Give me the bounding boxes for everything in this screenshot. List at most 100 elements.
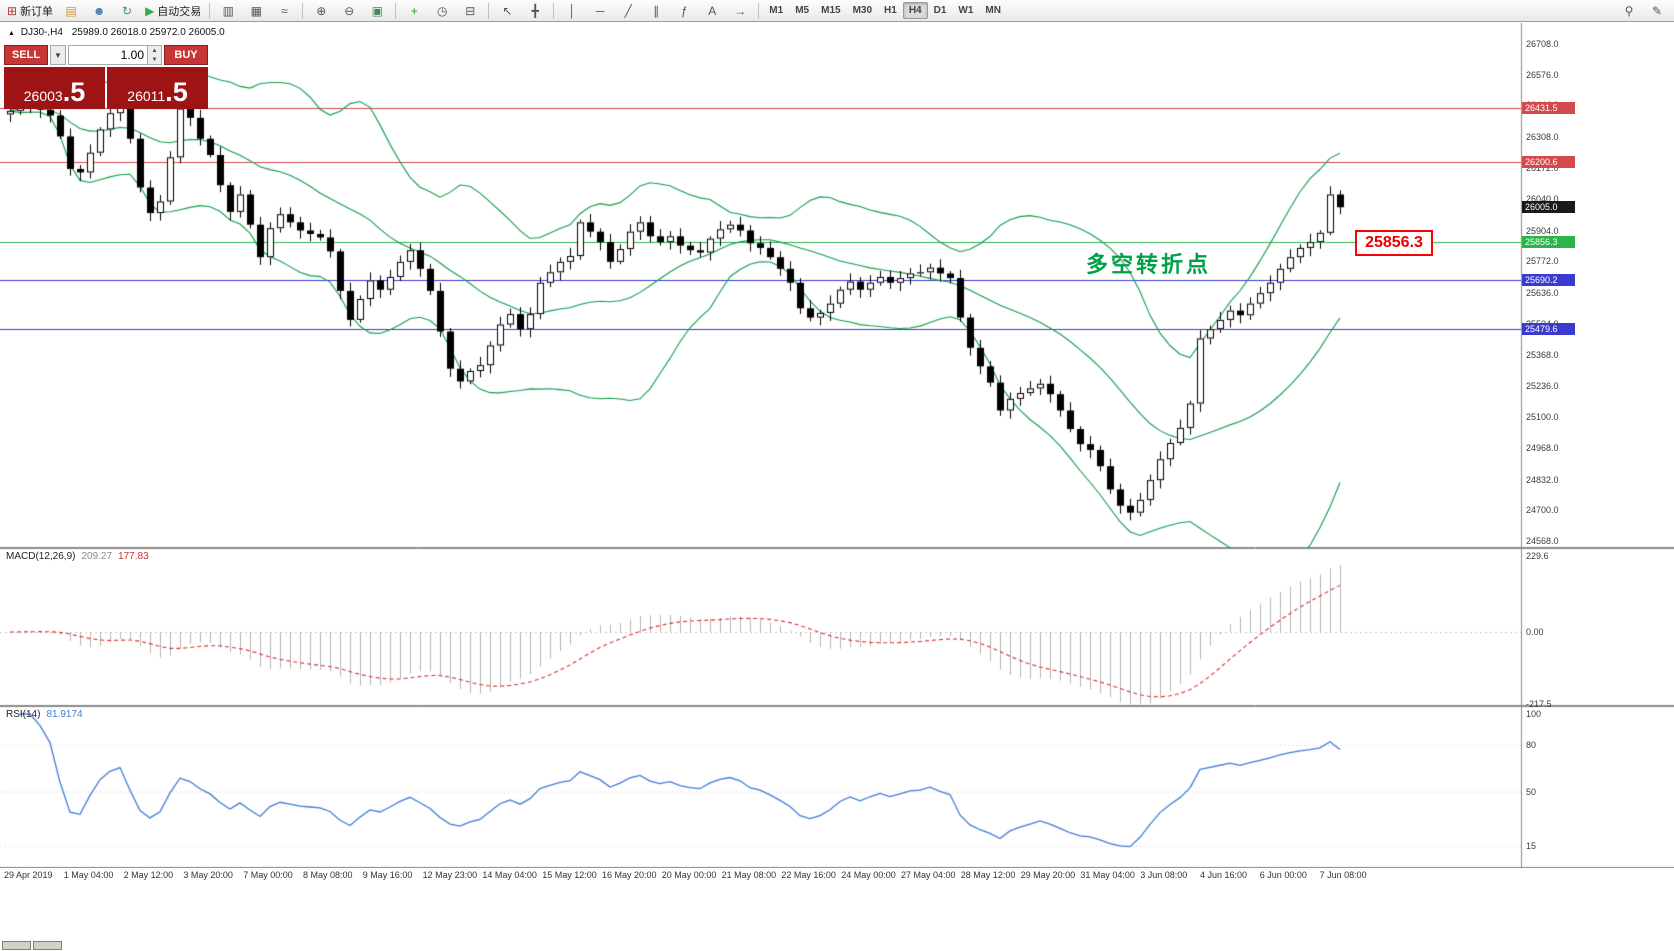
search-icon[interactable]: ⚲ — [1615, 1, 1643, 21]
main-chart-canvas[interactable] — [0, 23, 1674, 548]
time-label: 3 May 20:00 — [183, 870, 233, 880]
pencil-icon[interactable]: ✎ — [1643, 1, 1671, 21]
volume-down-button[interactable]: ▼ — [148, 55, 161, 64]
buy-price[interactable]: 26011.5 — [107, 67, 208, 109]
time-label: 20 May 00:00 — [661, 870, 717, 880]
indicators-button[interactable]: + — [400, 1, 428, 21]
channel-icon: ∥ — [653, 3, 660, 18]
channel-button[interactable]: ∥ — [642, 1, 670, 21]
sell-button[interactable]: SELL — [4, 45, 48, 65]
autotrading-button[interactable]: ▶ 自动交易 — [141, 1, 205, 21]
rsi-canvas[interactable] — [0, 706, 1674, 868]
timeframe-d1[interactable]: D1 — [933, 5, 947, 16]
bar-chart-icon: ▥ — [222, 3, 234, 18]
line-chart-icon: ≈ — [281, 3, 288, 18]
volume-up-button[interactable]: ▲ — [148, 46, 161, 55]
text-button[interactable]: A — [698, 1, 726, 21]
new-order-icon: ⊞ — [7, 3, 18, 18]
fibonacci-button[interactable]: ƒ — [670, 1, 698, 21]
zoom-out-button[interactable]: ⊖ — [335, 1, 363, 21]
chart-window: ▲ DJ30-,H4 25989.0 26018.0 25972.0 26005… — [0, 23, 1674, 951]
trendline-icon: ╱ — [624, 3, 632, 18]
arrows-button[interactable]: → — [726, 1, 754, 21]
toolbar: ⊞ 新订单 ▤ ☻ ↻ ▶ 自动交易 ▥ ▦ ≈ ⊕ ⊖ ▣ + ◷ ⊟ ↖ ╋ │ ─ ╱ ∥ ƒ A → M1 M5 M15 M30… — [0, 0, 1674, 22]
toolbar-separator — [209, 2, 211, 19]
sell-price[interactable]: 26003.5 — [4, 67, 105, 109]
window-tab[interactable] — [2, 941, 31, 950]
text-icon: A — [708, 3, 717, 18]
time-label: 2 May 12:00 — [123, 870, 174, 880]
search-icon: ⚲ — [1624, 3, 1634, 18]
time-label: 27 May 04:00 — [901, 870, 956, 880]
horizontal-line-button[interactable]: ─ — [586, 1, 614, 21]
timeframe-mn[interactable]: MN — [985, 5, 1001, 16]
timeframe-m30[interactable]: M30 — [852, 5, 873, 16]
zoom-in-button[interactable]: ⊕ — [307, 1, 335, 21]
pencil-icon: ✎ — [1651, 3, 1663, 18]
time-axis[interactable]: 29 Apr 2019 1 May 04:00 2 May 12:00 3 May 2… — [0, 868, 1520, 886]
templates-icon: ⊟ — [465, 3, 476, 18]
toolbar-right-group: ⚲ ✎ — [1615, 1, 1671, 21]
candlestick-chart-button[interactable]: ▦ — [242, 1, 270, 21]
zoom-out-icon: ⊖ — [344, 3, 355, 18]
crosshair-button[interactable]: ╋ — [521, 1, 549, 21]
refresh-icon: ↻ — [122, 3, 133, 18]
toolbar-separator — [553, 2, 555, 19]
volume-spinner: ▲ ▼ — [147, 46, 161, 64]
timeframe-m1[interactable]: M1 — [769, 5, 784, 16]
autotrading-icon: ▶ — [145, 3, 155, 18]
volume-dropdown-button[interactable]: ▼ — [50, 45, 66, 65]
time-label: 31 May 04:00 — [1080, 870, 1135, 880]
new-order-button-label: 新订单 — [20, 5, 54, 18]
time-label: 15 May 12:00 — [542, 870, 597, 880]
time-label: 1 May 04:00 — [63, 870, 114, 880]
tile-windows-button[interactable]: ▣ — [363, 1, 391, 21]
toolbar-separator — [395, 2, 397, 19]
volume-input[interactable] — [69, 46, 147, 64]
tile-windows-icon: ▣ — [371, 3, 383, 18]
time-label: 22 May 16:00 — [781, 870, 836, 880]
time-label: 16 May 20:00 — [602, 870, 657, 880]
window-tab[interactable] — [33, 941, 62, 950]
time-label: 6 Jun 00:00 — [1259, 870, 1307, 880]
volume-field: ▲ ▼ — [68, 45, 162, 65]
timeframe-m15[interactable]: M15 — [821, 5, 841, 16]
sell-price-frac: .5 — [62, 77, 86, 107]
line-chart-button[interactable]: ≈ — [270, 1, 298, 21]
time-label: 24 May 00:00 — [841, 870, 896, 880]
time-label: 7 May 00:00 — [243, 870, 293, 880]
indicators-icon: + — [410, 3, 418, 18]
cursor-button[interactable]: ↖ — [493, 1, 521, 21]
sell-price-main: 26003 — [23, 87, 63, 104]
chart-window-icon[interactable]: ▤ — [57, 1, 85, 21]
toolbar-separator — [302, 2, 304, 19]
periods-button[interactable]: ◷ — [428, 1, 456, 21]
timeframe-h1[interactable]: H1 — [884, 5, 897, 16]
fibonacci-icon: ƒ — [680, 3, 688, 18]
templates-button[interactable]: ⊟ — [456, 1, 484, 21]
toolbar-separator — [488, 2, 490, 19]
refresh-icon[interactable]: ↻ — [113, 1, 141, 21]
new-order-button[interactable]: ⊞ 新订单 — [3, 1, 57, 21]
bar-chart-button[interactable]: ▥ — [214, 1, 242, 21]
vertical-line-icon: │ — [568, 3, 577, 18]
buy-price-main: 26011 — [127, 87, 166, 104]
time-label: 12 May 23:00 — [422, 870, 478, 880]
macd-canvas[interactable] — [0, 548, 1674, 706]
periods-icon: ◷ — [437, 3, 448, 18]
trendline-button[interactable]: ╱ — [614, 1, 642, 21]
time-label: 4 Jun 16:00 — [1200, 870, 1248, 880]
time-label: 29 May 20:00 — [1020, 870, 1076, 880]
timeframe-m5[interactable]: M5 — [795, 5, 810, 16]
window-tabs — [2, 941, 62, 950]
time-label: 21 May 08:00 — [721, 870, 777, 880]
profile-icon[interactable]: ☻ — [85, 1, 113, 21]
timeframe-h4[interactable]: H4 — [902, 2, 928, 19]
buy-price-frac: .5 — [165, 77, 188, 107]
buy-button[interactable]: BUY — [164, 45, 208, 65]
horizontal-line-icon: ─ — [596, 3, 605, 18]
vertical-line-button[interactable]: │ — [558, 1, 586, 21]
time-label: 3 Jun 08:00 — [1140, 870, 1188, 880]
timeframe-w1[interactable]: W1 — [958, 5, 974, 16]
zoom-in-icon: ⊕ — [316, 3, 327, 18]
